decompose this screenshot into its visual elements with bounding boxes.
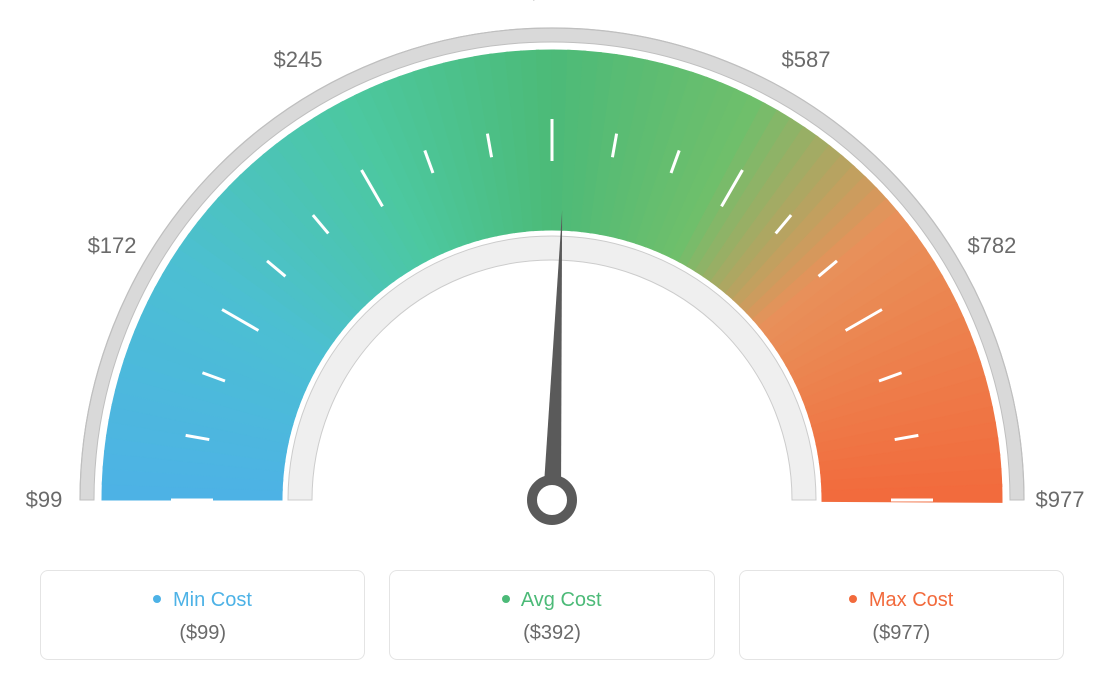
legend-card-avg: Avg Cost ($392) <box>389 570 714 660</box>
gauge-svg <box>0 0 1104 540</box>
cost-gauge-widget: $99 $172 $245 $392 $587 $782 $977 Min Cost ($9… <box>0 0 1104 690</box>
tick-label: $172 <box>88 233 137 259</box>
dot-icon <box>153 595 161 603</box>
legend-title-min: Min Cost <box>51 589 354 612</box>
legend-label: Max Cost <box>869 589 953 611</box>
dot-icon <box>849 595 857 603</box>
legend-row: Min Cost ($99) Avg Cost ($392) Max Cost … <box>40 570 1064 660</box>
tick-label: $392 <box>528 0 577 5</box>
legend-label: Avg Cost <box>521 589 602 611</box>
tick-label: $977 <box>1036 487 1085 513</box>
legend-value-max: ($977) <box>750 622 1053 645</box>
legend-title-max: Max Cost <box>750 589 1053 612</box>
tick-label: $245 <box>274 47 323 73</box>
dot-icon <box>502 595 510 603</box>
legend-value-avg: ($392) <box>400 622 703 645</box>
legend-value-min: ($99) <box>51 622 354 645</box>
legend-card-min: Min Cost ($99) <box>40 570 365 660</box>
gauge-area: $99 $172 $245 $392 $587 $782 $977 <box>0 0 1104 540</box>
tick-label: $587 <box>782 47 831 73</box>
legend-card-max: Max Cost ($977) <box>739 570 1064 660</box>
tick-label: $782 <box>967 233 1016 259</box>
legend-label: Min Cost <box>173 589 252 611</box>
legend-title-avg: Avg Cost <box>400 589 703 612</box>
tick-label: $99 <box>26 487 63 513</box>
